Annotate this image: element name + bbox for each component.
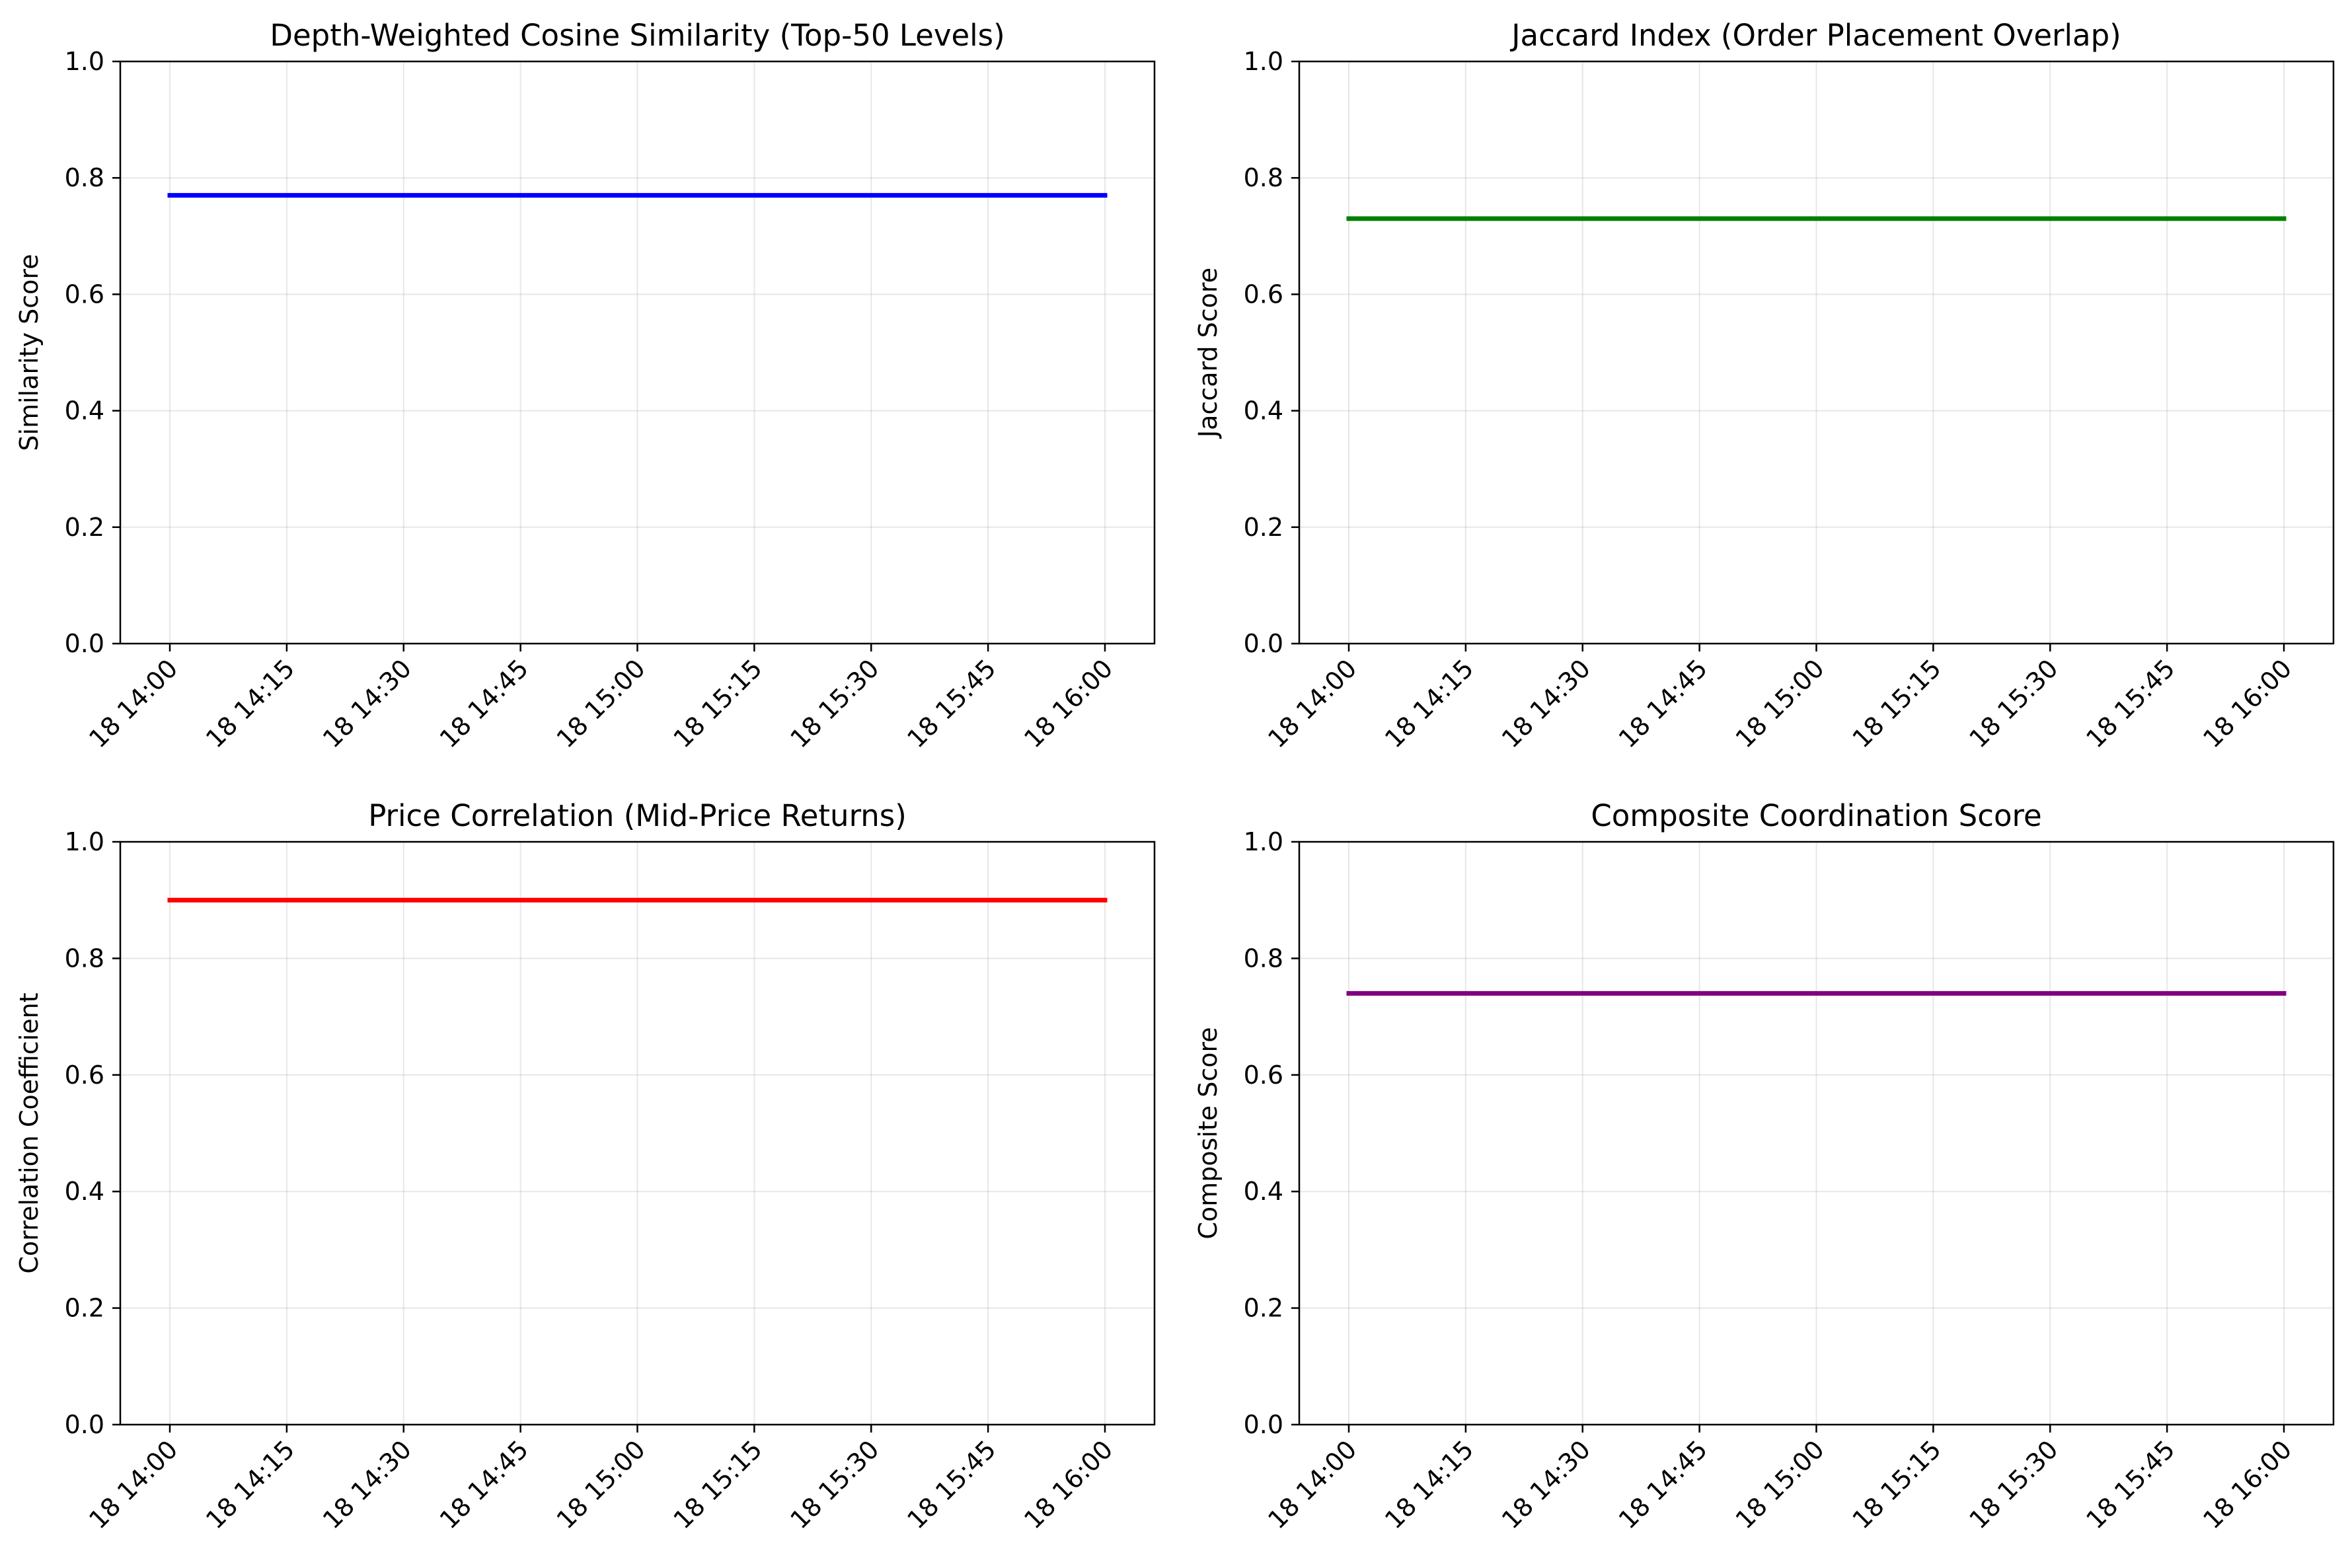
x-tick-label: 18 15:30 — [1963, 653, 2063, 753]
x-tick-label: 18 15:45 — [901, 1435, 1001, 1534]
y-axis-label: Jaccard Score — [1194, 268, 1223, 439]
y-tick-label: 0.0 — [1244, 629, 1283, 658]
y-tick-label: 0.8 — [65, 163, 104, 192]
x-tick-label: 18 15:00 — [551, 653, 651, 753]
y-tick-label: 0.4 — [1244, 396, 1283, 426]
y-tick-label: 0.0 — [65, 629, 104, 658]
y-tick-label: 0.4 — [65, 1177, 104, 1206]
x-tick-label: 18 14:30 — [1496, 653, 1596, 753]
chart-title: Depth-Weighted Cosine Similarity (Top-50… — [270, 18, 1004, 53]
y-axis-label: Composite Score — [1194, 1027, 1223, 1239]
y-tick-label: 0.8 — [65, 944, 104, 973]
y-tick-label: 0.4 — [65, 396, 104, 426]
chart-title: Jaccard Index (Order Placement Overlap) — [1509, 18, 2121, 53]
chart-title: Composite Coordination Score — [1591, 798, 2041, 833]
x-tick-label: 18 15:00 — [551, 1435, 651, 1534]
x-tick-label: 18 14:30 — [317, 653, 417, 753]
y-tick-label: 0.6 — [65, 280, 104, 309]
x-tick-label: 18 15:15 — [667, 1435, 767, 1534]
x-tick-label: 18 14:30 — [317, 1435, 417, 1534]
y-tick-label: 0.2 — [65, 1294, 104, 1323]
x-tick-label: 18 15:00 — [1730, 653, 1830, 753]
x-tick-label: 18 16:00 — [2197, 653, 2297, 753]
x-tick-label: 18 15:30 — [784, 653, 884, 753]
x-tick-label: 18 15:15 — [667, 653, 767, 753]
x-tick-label: 18 16:00 — [1018, 653, 1118, 753]
y-tick-label: 0.4 — [1244, 1177, 1283, 1206]
x-tick-label: 18 14:00 — [1262, 1435, 1362, 1534]
x-tick-label: 18 15:30 — [784, 1435, 884, 1534]
x-tick-label: 18 15:15 — [1846, 1435, 1946, 1534]
y-tick-label: 0.0 — [1244, 1410, 1283, 1439]
x-tick-label: 18 14:30 — [1496, 1435, 1596, 1534]
y-tick-label: 1.0 — [1244, 827, 1283, 856]
x-tick-label: 18 14:45 — [434, 1435, 534, 1534]
x-tick-label: 18 14:00 — [83, 1435, 183, 1534]
chart-title: Price Correlation (Mid-Price Returns) — [368, 798, 907, 833]
x-tick-label: 18 14:15 — [200, 1435, 300, 1534]
chart-panel-3: 0.00.20.40.60.81.018 14:00 18 14:15 18 14:… — [15, 798, 1156, 1535]
y-tick-label: 0.8 — [1244, 163, 1283, 192]
x-tick-label: 18 14:00 — [1262, 653, 1362, 753]
x-tick-label: 18 14:15 — [200, 653, 300, 753]
y-tick-label: 0.6 — [65, 1061, 104, 1090]
x-tick-label: 18 14:00 — [83, 653, 183, 753]
x-tick-label: 18 14:15 — [1379, 1435, 1479, 1534]
y-axis-label: Correlation Coefficient — [15, 992, 44, 1273]
x-tick-label: 18 15:45 — [901, 653, 1001, 753]
x-tick-label: 18 14:15 — [1379, 653, 1479, 753]
chart-panel-1: 0.00.20.40.60.81.018 14:00 18 14:15 18 14:… — [15, 18, 1156, 754]
y-tick-label: 0.2 — [1244, 1294, 1283, 1323]
y-axis-label: Similarity Score — [15, 254, 44, 451]
x-tick-label: 18 16:00 — [2197, 1435, 2297, 1534]
chart-panel-4: 0.00.20.40.60.81.018 14:00 18 14:15 18 14:… — [1194, 798, 2335, 1535]
x-tick-label: 18 15:45 — [2080, 1435, 2180, 1534]
y-tick-label: 0.6 — [1244, 1061, 1283, 1090]
x-tick-label: 18 15:30 — [1963, 1435, 2063, 1534]
x-tick-label: 18 14:45 — [1613, 1435, 1713, 1534]
y-tick-label: 0.2 — [65, 513, 104, 542]
x-tick-label: 18 15:00 — [1730, 1435, 1830, 1534]
x-tick-label: 18 14:45 — [434, 653, 534, 753]
y-tick-label: 0.0 — [65, 1410, 104, 1439]
x-tick-label: 18 16:00 — [1018, 1435, 1118, 1534]
y-tick-label: 0.6 — [1244, 280, 1283, 309]
chart-panel-2: 0.00.20.40.60.81.018 14:00 18 14:15 18 14:… — [1194, 18, 2335, 754]
y-tick-label: 0.2 — [1244, 513, 1283, 542]
y-tick-label: 1.0 — [1244, 47, 1283, 76]
x-tick-label: 18 14:45 — [1613, 653, 1713, 753]
x-tick-label: 18 15:15 — [1846, 653, 1946, 753]
y-tick-label: 1.0 — [65, 47, 104, 76]
y-tick-label: 0.8 — [1244, 944, 1283, 973]
x-tick-label: 18 15:45 — [2080, 653, 2180, 753]
y-tick-label: 1.0 — [65, 827, 104, 856]
